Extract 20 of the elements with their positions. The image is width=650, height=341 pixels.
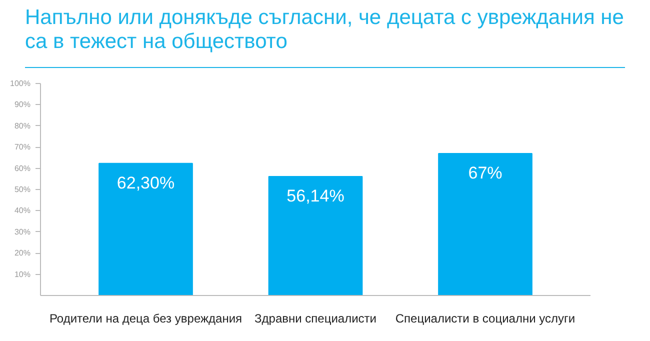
chart-title: Напълно или донякъде съгласни, че децата с увреждания не са в тежест на обществото bbox=[25, 6, 625, 54]
bar bbox=[438, 152, 532, 296]
y-tick-label: 80% bbox=[14, 121, 31, 130]
data-label: 67% bbox=[468, 163, 502, 182]
y-tick-label: 90% bbox=[14, 100, 31, 110]
y-tick-label: 100% bbox=[10, 79, 31, 88]
x-tick-label: Здравни специалисти bbox=[254, 312, 376, 326]
y-tick-label: 20% bbox=[14, 248, 31, 258]
data-label: 62,30% bbox=[116, 173, 175, 192]
y-tick-label: 10% bbox=[14, 270, 31, 279]
y-tick-label: 40% bbox=[14, 206, 31, 216]
y-tick-label: 30% bbox=[14, 227, 31, 236]
y-tick-label: 50% bbox=[14, 185, 31, 194]
y-tick-label: 70% bbox=[14, 142, 31, 152]
y-tick-label: 60% bbox=[14, 164, 31, 173]
data-label: 56,14% bbox=[286, 186, 344, 206]
bar bbox=[268, 176, 363, 296]
x-tick-label: Специалисти в социални услуги bbox=[395, 312, 576, 326]
bar bbox=[98, 162, 193, 296]
x-tick-label: Родители на деца без увреждания bbox=[49, 312, 242, 326]
